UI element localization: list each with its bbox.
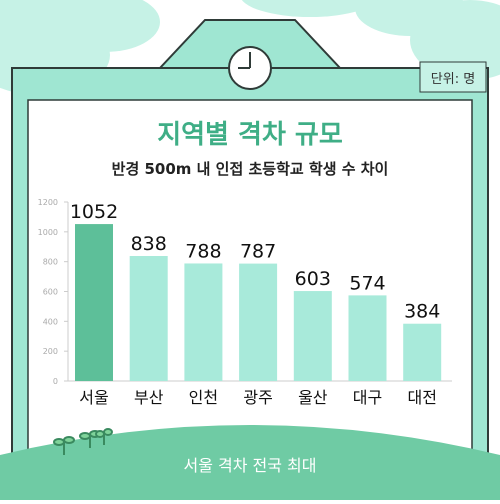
- sprout-icon: [53, 428, 113, 455]
- data-label: 603: [295, 268, 331, 290]
- unit-tag: [419, 61, 487, 93]
- banner-text: 서울 격차 전국 최대: [183, 456, 317, 475]
- clock-icon: [228, 46, 272, 90]
- data-label: 788: [185, 240, 221, 262]
- chart-title: 지역별 격차 규모: [157, 120, 343, 150]
- data-label: 838: [131, 233, 167, 255]
- bar-3: [184, 263, 223, 381]
- y-tick-label: 400: [43, 317, 58, 326]
- data-label: 787: [240, 241, 276, 263]
- bar-2: [129, 255, 168, 381]
- x-tick-label: 광주: [243, 388, 272, 407]
- bar-5: [293, 291, 332, 381]
- unit-label: 단위: 명: [430, 72, 476, 87]
- x-tick-label: 인천: [189, 388, 218, 407]
- y-tick-label: 600: [43, 288, 58, 297]
- x-tick-label: 서울: [79, 388, 108, 407]
- grass-hill: [0, 425, 500, 500]
- bar-6: [348, 295, 387, 381]
- x-tick-label: 대전: [407, 388, 436, 407]
- y-tick-label: 0: [53, 377, 58, 386]
- x-tick-label: 대구: [353, 388, 382, 407]
- y-tick-label: 1200: [38, 198, 58, 207]
- bar-4: [239, 263, 278, 381]
- y-tick-label: 800: [43, 258, 58, 267]
- x-tick-label: 부산: [134, 388, 164, 407]
- chart-subtitle: 반경 500m 내 인접 초등학교 학생 수 차이: [111, 160, 389, 178]
- data-label: 1052: [70, 201, 118, 223]
- x-tick-label: 울산: [298, 388, 328, 407]
- data-label: 384: [404, 301, 440, 323]
- bar-1: [75, 224, 113, 381]
- y-tick-label: 1000: [38, 228, 58, 237]
- y-tick-label: 200: [43, 347, 58, 356]
- data-label: 574: [349, 272, 385, 294]
- bar-7: [403, 323, 442, 381]
